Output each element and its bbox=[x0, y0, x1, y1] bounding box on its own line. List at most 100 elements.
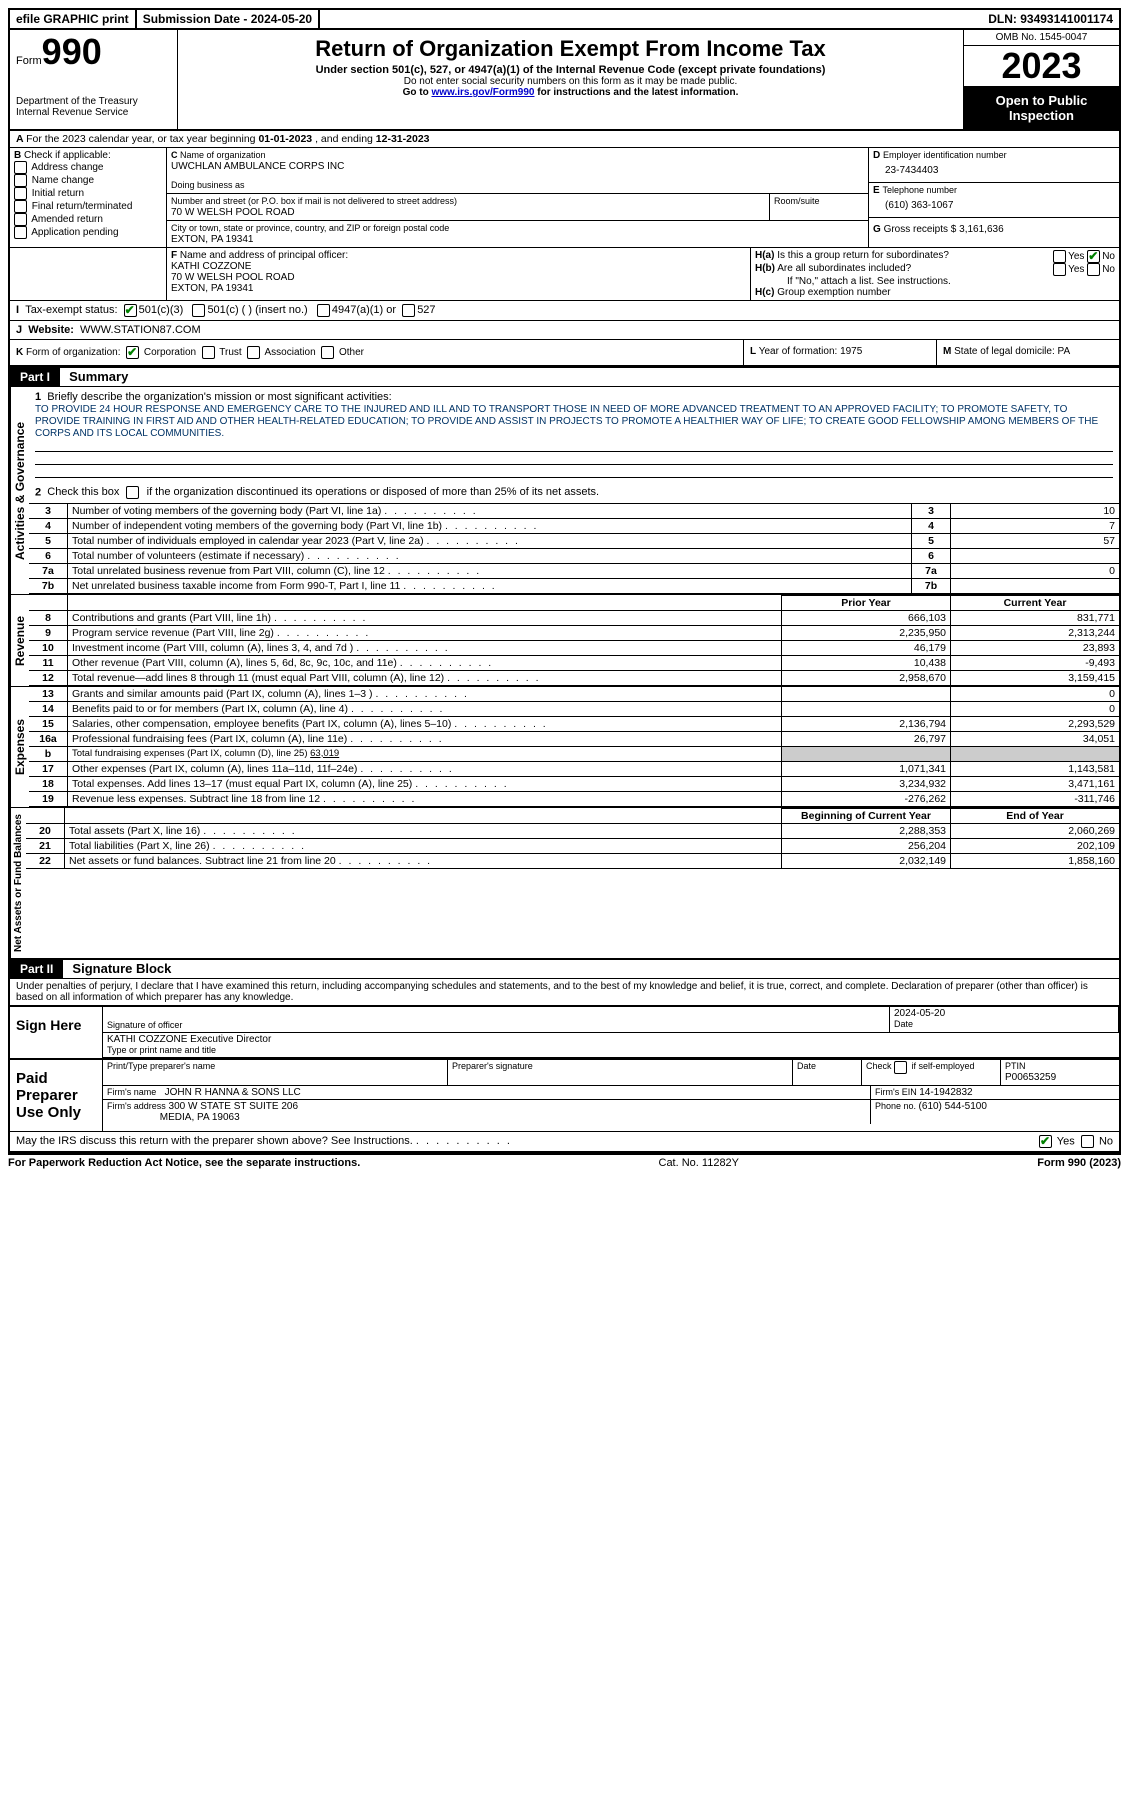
h-c-label: Group exemption number bbox=[777, 287, 890, 298]
table-row: 9Program service revenue (Part VIII, lin… bbox=[29, 625, 1119, 640]
page-footer: For Paperwork Reduction Act Notice, see … bbox=[8, 1155, 1121, 1169]
room-label: Room/suite bbox=[774, 196, 820, 206]
table-row: 17Other expenses (Part IX, column (A), l… bbox=[29, 761, 1119, 776]
form-subtitle: Under section 501(c), 527, or 4947(a)(1)… bbox=[186, 64, 955, 76]
boxb-option: Address change bbox=[14, 161, 162, 174]
preparer-block: Paid Preparer Use Only Print/Type prepar… bbox=[10, 1058, 1119, 1132]
phone-value: (610) 363-1067 bbox=[873, 196, 1115, 215]
gross-label: Gross receipts $ bbox=[884, 224, 960, 235]
sidebar-netassets: Net Assets or Fund Balances bbox=[10, 808, 26, 958]
no-label-2: No bbox=[1102, 264, 1115, 275]
preparer-label: Paid Preparer Use Only bbox=[10, 1060, 103, 1131]
firm-addr-label: Firm's address bbox=[107, 1101, 166, 1111]
part2-title: Signature Block bbox=[66, 959, 177, 978]
k-assoc-checkbox[interactable] bbox=[247, 346, 260, 359]
discuss-yes: Yes bbox=[1057, 1135, 1075, 1147]
discuss-yes-checkbox[interactable] bbox=[1039, 1135, 1052, 1148]
hb-no-checkbox[interactable] bbox=[1087, 263, 1100, 276]
sign-block: Sign Here Signature of officer 2024-05-2… bbox=[10, 1005, 1119, 1058]
ptin-label: PTIN bbox=[1005, 1061, 1026, 1071]
box-b: B Check if applicable: Address change Na… bbox=[10, 148, 167, 247]
q2: 2 Check this box if the organization dis… bbox=[29, 482, 1119, 503]
prep-name-label: Print/Type preparer's name bbox=[107, 1061, 215, 1071]
officer-label: Name and address of principal officer: bbox=[180, 250, 348, 261]
table-row: 15Salaries, other compensation, employee… bbox=[29, 716, 1119, 731]
i-501c3-checkbox[interactable] bbox=[124, 304, 137, 317]
box-i: I Tax-exempt status: 501(c)(3) 501(c) ( … bbox=[10, 301, 1119, 321]
governance-table: 3Number of voting members of the governi… bbox=[29, 503, 1119, 594]
boxb-option: Initial return bbox=[14, 187, 162, 200]
hb-yes-checkbox[interactable] bbox=[1053, 263, 1066, 276]
boxb-checkbox[interactable] bbox=[14, 187, 27, 200]
i-527-checkbox[interactable] bbox=[402, 304, 415, 317]
dept-line2: Internal Revenue Service bbox=[16, 107, 171, 118]
note2-b: for instructions and the latest informat… bbox=[534, 87, 738, 98]
boxb-checkbox[interactable] bbox=[14, 174, 27, 187]
discuss-no-checkbox[interactable] bbox=[1081, 1135, 1094, 1148]
table-row: 5Total number of individuals employed in… bbox=[29, 533, 1119, 548]
footer-right: Form 990 (2023) bbox=[1037, 1157, 1121, 1169]
irs-link[interactable]: www.irs.gov/Form990 bbox=[431, 87, 534, 98]
ha-yes-checkbox[interactable] bbox=[1053, 250, 1066, 263]
revenue-section: Revenue Prior Year Current Year 8Contrib… bbox=[10, 595, 1119, 687]
i-4947-checkbox[interactable] bbox=[317, 304, 330, 317]
officer-name: KATHI COZZONE bbox=[171, 261, 251, 272]
box-c: C Name of organization UWCHLAN AMBULANCE… bbox=[167, 148, 869, 247]
table-row: 10Investment income (Part VIII, column (… bbox=[29, 640, 1119, 655]
expenses-table: 13Grants and similar amounts paid (Part … bbox=[29, 687, 1119, 807]
header: Form990 Department of the Treasury Inter… bbox=[10, 30, 1119, 131]
header-mid: Return of Organization Exempt From Incom… bbox=[178, 30, 963, 129]
ein-value: 23-7434403 bbox=[873, 161, 1115, 180]
line-a-text-b: , and ending bbox=[312, 133, 376, 145]
k-other-checkbox[interactable] bbox=[321, 346, 334, 359]
prep-date-label: Date bbox=[797, 1061, 816, 1071]
officer-city: EXTON, PA 19341 bbox=[171, 283, 253, 294]
h-a-label: Is this a group return for subordinates? bbox=[777, 250, 949, 261]
mission-text: TO PROVIDE 24 HOUR RESPONSE AND EMERGENC… bbox=[35, 404, 1098, 439]
firm-name: JOHN R HANNA & SONS LLC bbox=[165, 1087, 301, 1098]
yof-label: Year of formation: bbox=[759, 346, 840, 357]
form-note1: Do not enter social security numbers on … bbox=[186, 76, 955, 87]
k-trust-checkbox[interactable] bbox=[202, 346, 215, 359]
note2-a: Go to bbox=[403, 87, 432, 98]
sidebar-revenue: Revenue bbox=[10, 595, 29, 686]
ha-no-checkbox[interactable] bbox=[1087, 250, 1100, 263]
domicile-value: PA bbox=[1058, 346, 1071, 357]
firm-phone: (610) 544-5100 bbox=[919, 1101, 987, 1112]
tax-year-begin: 01-01-2023 bbox=[258, 133, 312, 145]
boxb-checkbox[interactable] bbox=[14, 226, 27, 239]
tax-year: 2023 bbox=[964, 46, 1119, 87]
org-street: 70 W WELSH POOL ROAD bbox=[171, 207, 295, 218]
part2-header: Part II Signature Block bbox=[10, 958, 1119, 979]
q2-checkbox[interactable] bbox=[126, 486, 139, 499]
boxb-checkbox[interactable] bbox=[14, 213, 27, 226]
k-corp-checkbox[interactable] bbox=[126, 346, 139, 359]
netassets-section: Net Assets or Fund Balances Beginning of… bbox=[10, 808, 1119, 958]
domicile-label: State of legal domicile: bbox=[954, 346, 1057, 357]
firm-addr1: 300 W STATE ST SUITE 206 bbox=[169, 1101, 299, 1112]
i-501c-checkbox[interactable] bbox=[192, 304, 205, 317]
sign-here-label: Sign Here bbox=[10, 1007, 103, 1058]
ein-label: Employer identification number bbox=[883, 150, 1007, 160]
street-label: Number and street (or P.O. box if mail i… bbox=[171, 196, 457, 206]
table-row: 18Total expenses. Add lines 13–17 (must … bbox=[29, 776, 1119, 791]
self-emp-checkbox[interactable] bbox=[894, 1061, 907, 1074]
dln-cell: DLN: 93493141001174 bbox=[982, 10, 1119, 28]
boxb-checkbox[interactable] bbox=[14, 200, 27, 213]
submission-cell: Submission Date - 2024-05-20 bbox=[137, 10, 320, 28]
dept-line1: Department of the Treasury bbox=[16, 96, 171, 107]
boxb-checkbox[interactable] bbox=[14, 161, 27, 174]
table-row: 4Number of independent voting members of… bbox=[29, 518, 1119, 533]
table-row: 7aTotal unrelated business revenue from … bbox=[29, 563, 1119, 578]
table-row: 12Total revenue—add lines 8 through 11 (… bbox=[29, 670, 1119, 685]
website-label: Website: bbox=[28, 324, 74, 336]
blank-line-2 bbox=[35, 452, 1113, 465]
box-b-label: Check if applicable: bbox=[24, 150, 111, 161]
table-row: 8Contributions and grants (Part VIII, li… bbox=[29, 610, 1119, 625]
dln-value: 93493141001174 bbox=[1020, 12, 1113, 26]
boxb-option: Final return/terminated bbox=[14, 200, 162, 213]
line-a-text-a: For the 2023 calendar year, or tax year … bbox=[26, 133, 258, 145]
form-word: Form bbox=[16, 55, 42, 67]
i-o3: 4947(a)(1) or bbox=[332, 304, 396, 317]
klm-row: K Form of organization: Corporation Trus… bbox=[10, 340, 1119, 366]
